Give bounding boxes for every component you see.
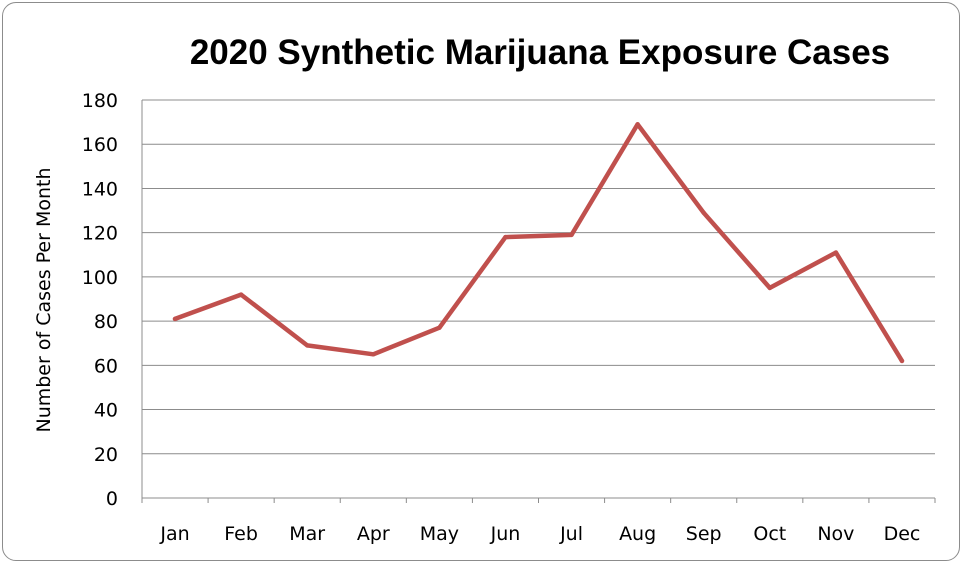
data-point bbox=[635, 122, 640, 127]
data-point bbox=[172, 316, 178, 322]
y-tick-label: 40 bbox=[94, 400, 118, 422]
y-axis-ticks: 0 20 40 60 80 100 120 140 160 180 bbox=[82, 90, 118, 510]
x-tick-label: Oct bbox=[753, 523, 786, 545]
data-point bbox=[767, 285, 772, 291]
x-tick-label: Apr bbox=[357, 523, 390, 545]
data-point bbox=[305, 343, 310, 348]
gridlines bbox=[141, 99, 936, 503]
data-point bbox=[371, 352, 376, 357]
y-tick-label: 160 bbox=[82, 134, 118, 156]
y-tick-label: 20 bbox=[94, 444, 118, 466]
y-tick-label: 140 bbox=[82, 178, 118, 200]
series-layer bbox=[172, 122, 905, 364]
y-tick-label: 60 bbox=[94, 355, 118, 377]
data-point bbox=[833, 250, 839, 255]
data-point bbox=[437, 325, 442, 330]
data-point bbox=[701, 210, 706, 215]
x-tick-label: Jun bbox=[490, 523, 521, 545]
y-axis-title: Number of Cases Per Month bbox=[33, 167, 55, 432]
x-tick-label: Mar bbox=[289, 523, 325, 545]
x-tick-label: Nov bbox=[817, 523, 854, 545]
x-tick-label: Feb bbox=[224, 523, 258, 545]
y-tick-label: 0 bbox=[106, 488, 118, 510]
chart-title: 2020 Synthetic Marijuana Exposure Cases bbox=[190, 33, 890, 72]
data-point bbox=[899, 358, 905, 364]
y-tick-label: 80 bbox=[94, 311, 118, 333]
data-point bbox=[503, 234, 508, 240]
x-tick-label: May bbox=[420, 523, 459, 545]
x-tick-label: Jul bbox=[559, 523, 583, 545]
x-tick-label: Aug bbox=[619, 523, 656, 545]
y-tick-label: 180 bbox=[82, 90, 118, 112]
x-axis-ticks: Jan Feb Mar Apr May Jun Jul Aug Sep Oct Nov Dec bbox=[159, 523, 920, 545]
data-point bbox=[238, 292, 244, 297]
x-tick-label: Jan bbox=[159, 523, 189, 545]
x-tick-label: Dec bbox=[884, 523, 921, 545]
data-point bbox=[569, 232, 574, 238]
series-line bbox=[172, 122, 905, 364]
y-tick-label: 120 bbox=[82, 223, 118, 245]
y-tick-label: 100 bbox=[82, 267, 118, 289]
x-tick-label: Sep bbox=[686, 523, 722, 545]
